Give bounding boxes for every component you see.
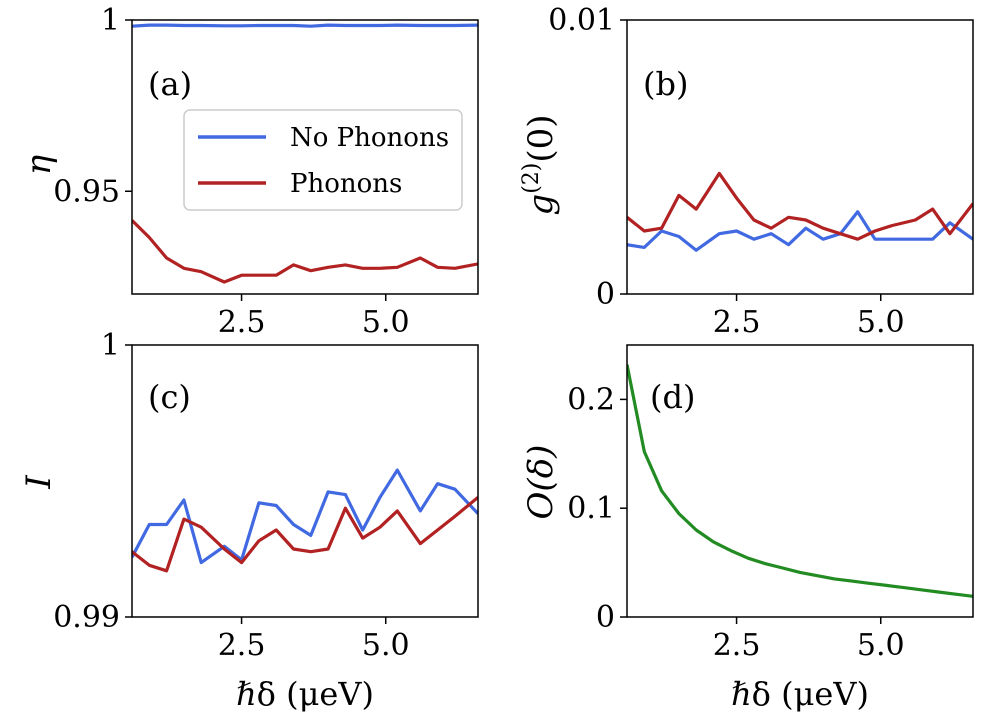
panel-c-xtick-label-1: 5.0 bbox=[362, 628, 410, 663]
panel-d-series-o- bbox=[627, 364, 973, 598]
panel-d: 2.5 5.0 0.2 0.1 0 (d) O(δ) ℏδ (μeV) bbox=[521, 344, 974, 713]
panel-a-ytick-label-1: 0.95 bbox=[53, 174, 120, 209]
panel-b-ylabel: g(2)(0) bbox=[519, 114, 561, 215]
panel-d-frame bbox=[626, 344, 974, 618]
panel-b-ylabel-base: g bbox=[521, 194, 561, 216]
panel-c-ytick-label-0: 1 bbox=[101, 328, 120, 363]
panel-c-xtick-label-0: 2.5 bbox=[218, 628, 266, 663]
panel-c-label: (c) bbox=[148, 378, 191, 416]
panel-a-xtick-label-1: 5.0 bbox=[362, 305, 410, 340]
legend-label-phonons: Phonons bbox=[290, 169, 402, 199]
panel-a-ylabel: η bbox=[19, 154, 59, 175]
panel-a-label: (a) bbox=[148, 65, 192, 103]
panel-b: 2.5 5.0 0.01 0 (b) g(2)(0) bbox=[519, 3, 974, 340]
panel-d-ytick-label-2: 0 bbox=[596, 600, 615, 635]
panel-c-xlabel: ℏδ (μeV) bbox=[236, 675, 374, 713]
panel-d-xtick-label-1: 5.0 bbox=[857, 628, 905, 663]
panel-c-ytick-label-1: 0.99 bbox=[53, 600, 120, 635]
panel-a-xtick-label-0: 2.5 bbox=[218, 305, 266, 340]
panel-c-ylabel: I bbox=[19, 475, 59, 490]
panel-a-frame bbox=[131, 19, 479, 295]
panel-d-ylabel: O(δ) bbox=[521, 445, 561, 520]
panel-c-series-no-phonons bbox=[132, 468, 478, 565]
panel-d-ytick-label-0: 0.2 bbox=[567, 382, 615, 417]
panel-b-xtick-label-0: 2.5 bbox=[713, 305, 761, 340]
panel-a-series-phonons bbox=[132, 219, 478, 284]
panel-b-ytick-label-0: 0.01 bbox=[548, 3, 615, 38]
panel-b-xtick-label-1: 5.0 bbox=[857, 305, 905, 340]
legend-box bbox=[183, 109, 463, 211]
panel-d-xlabel: ℏδ (μeV) bbox=[731, 675, 869, 713]
legend-label-no-phonons: No Phonons bbox=[290, 123, 449, 153]
legend: No Phonons Phonons bbox=[183, 109, 463, 211]
panel-c: 2.5 5.0 1 0.99 (c) I ℏδ (μeV) bbox=[19, 328, 479, 713]
panel-d-label: (d) bbox=[650, 378, 695, 416]
panel-b-series-no-phonons bbox=[627, 210, 973, 252]
panel-b-series-phonons bbox=[627, 171, 973, 241]
panel-a-series-no-phonons bbox=[132, 23, 478, 28]
panel-b-label: (b) bbox=[643, 65, 688, 103]
panel-c-frame bbox=[131, 344, 479, 618]
panel-b-ylabel-sup: (2) bbox=[519, 163, 544, 194]
panel-d-ytick-label-1: 0.1 bbox=[567, 491, 615, 526]
panel-b-ytick-label-1: 0 bbox=[596, 277, 615, 312]
panel-b-ylabel-tail: (0) bbox=[521, 114, 561, 162]
panel-b-frame bbox=[626, 19, 974, 295]
panel-d-xtick-label-0: 2.5 bbox=[713, 628, 761, 663]
panel-c-series-phonons bbox=[132, 496, 478, 573]
panel-a: 2.5 5.0 1 0.95 (a) η No Phonons Phonons bbox=[19, 3, 479, 340]
panel-a-ytick-label-0: 1 bbox=[101, 3, 120, 38]
